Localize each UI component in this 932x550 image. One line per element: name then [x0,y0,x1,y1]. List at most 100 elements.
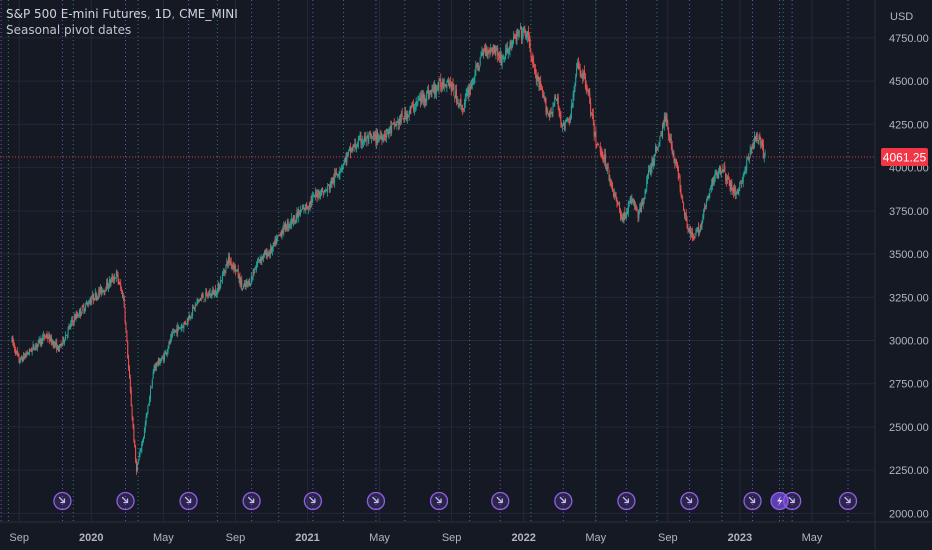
candle-body [434,84,436,95]
candle-body [655,146,657,151]
candle-body [642,201,644,206]
pivot-marker-icon[interactable] [782,491,802,511]
lightning-icon [777,496,783,506]
candle-body [413,108,415,110]
candle-body [180,326,182,329]
candle-body [331,180,333,185]
candle-body [17,353,19,356]
pivot-marker-icon[interactable] [680,491,699,511]
candle-body [705,205,707,209]
indicator-name[interactable]: Seasonal pivot dates [6,23,132,37]
candle-body [179,328,181,329]
candle-body [235,269,237,271]
candle-body [242,288,244,289]
candle-body [624,211,626,220]
candle-body [315,192,317,194]
candle-body [229,261,231,263]
candle-body [402,117,404,120]
candle-body [289,224,291,226]
candle-body [68,326,70,327]
pivot-marker-icon[interactable] [303,491,323,511]
candle-body [612,191,614,196]
candle-body [264,251,266,255]
pivot-marker-icon[interactable] [743,491,762,511]
candle-body [467,89,469,93]
candle-body [51,341,53,344]
candle-body [450,84,452,91]
candle-body [101,290,103,293]
pivot-marker-icon[interactable] [53,491,72,511]
candle-body [291,217,293,225]
candle-body [730,183,732,191]
candle-body [625,214,627,219]
pivot-marker-icon[interactable] [491,491,510,511]
candle-body [494,45,496,54]
symbol-name[interactable]: S&P 500 E-mini Futures [6,7,147,21]
candle-body [141,443,143,451]
candle-body [636,209,638,211]
candle-body [314,192,316,196]
candle-body [430,90,432,92]
candle-body [215,294,217,296]
candle-body [534,68,536,71]
pivot-marker-icon[interactable] [179,491,198,511]
candle-body [599,146,601,152]
candle-body [32,345,34,348]
candle-body [26,353,28,355]
candle-body [460,98,462,109]
candle-body [76,314,78,317]
candle-body [701,220,703,228]
time-axis-background [0,522,932,550]
time-tick-label: Sep [442,532,462,544]
candle-body [530,52,532,58]
pivot-marker-icon[interactable] [554,491,573,511]
candle-body [621,217,623,221]
pivot-marker-icon[interactable] [429,491,449,511]
candle-body [584,75,586,87]
candle-body [93,298,95,300]
pivot-marker-icon[interactable] [242,491,261,511]
candle-body [358,137,360,140]
candle-body [392,123,394,125]
candle-body [64,340,66,343]
candle-body [553,104,555,106]
candle-body [682,200,684,203]
pivot-marker-icon[interactable] [366,491,386,511]
candle-body [605,168,607,170]
arrow-down-right-icon [435,496,442,504]
pivot-marker-icon[interactable] [617,491,636,511]
candle-body [708,193,710,199]
candle-body [224,270,226,273]
candle-body [100,286,102,294]
candle-body [114,277,116,280]
candle-body [84,309,86,311]
candle-body [419,97,421,101]
candle-body [271,247,273,252]
candle-body [195,303,197,305]
candle-body [344,157,346,159]
candle-body [391,125,393,134]
pivot-marker-icon[interactable] [116,491,135,511]
candle-body [424,99,426,103]
candle-body [126,331,128,341]
pivot-marker-icon[interactable] [770,491,789,511]
arrow-down-right-icon [372,496,379,504]
candle-body [482,52,484,56]
pivot-marker-icon[interactable] [838,491,858,511]
last-price-tag [881,148,928,167]
candle-body [401,113,403,117]
candle-body [603,159,605,162]
candle-body [540,80,542,90]
candle-body [604,153,606,161]
interval-label[interactable]: 1D [154,7,172,21]
candle-body [356,147,358,149]
candle-body [417,100,419,101]
candle-body [278,234,280,236]
candle-body [102,290,104,293]
candle-body [214,290,216,296]
last-price-value: 4061.25 [883,151,927,165]
candle-body [371,136,373,138]
candle-body [319,191,321,197]
